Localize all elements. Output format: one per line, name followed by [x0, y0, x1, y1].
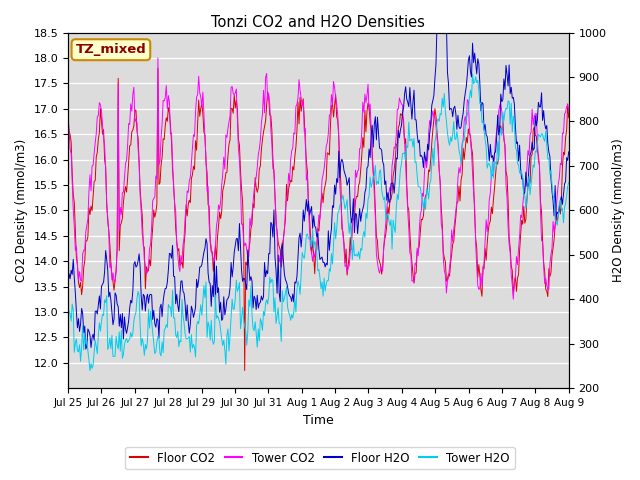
Floor CO2 [154, 65, 162, 71]
Floor H2O [276, 299, 284, 304]
Tower CO2 [64, 112, 72, 118]
Floor CO2 [434, 142, 442, 147]
Tower CO2 [509, 296, 517, 302]
Floor H2O [82, 346, 90, 352]
Tower H2O [565, 180, 573, 185]
Tower H2O [86, 368, 94, 373]
Tower CO2 [369, 170, 377, 176]
Text: TZ_mixed: TZ_mixed [76, 43, 147, 56]
Floor H2O [64, 283, 72, 288]
Floor CO2 [346, 235, 354, 240]
Tower CO2 [433, 135, 441, 141]
Tower H2O [276, 321, 284, 327]
X-axis label: Time: Time [303, 414, 333, 427]
Line: Floor H2O: Floor H2O [68, 24, 569, 349]
Floor CO2 [241, 368, 248, 373]
Floor H2O [433, 21, 441, 26]
Floor CO2 [221, 178, 228, 183]
Floor CO2 [565, 115, 573, 120]
Tower CO2 [221, 166, 228, 172]
Floor CO2 [521, 220, 529, 226]
Title: Tonzi CO2 and H2O Densities: Tonzi CO2 and H2O Densities [211, 15, 426, 30]
Floor H2O [565, 149, 573, 155]
Tower H2O [433, 119, 441, 125]
Floor CO2 [277, 264, 285, 270]
Y-axis label: CO2 Density (mmol/m3): CO2 Density (mmol/m3) [15, 139, 28, 282]
Floor H2O [521, 189, 529, 195]
Tower H2O [346, 230, 353, 236]
Tower CO2 [276, 252, 284, 258]
Floor CO2 [64, 120, 72, 125]
Line: Tower CO2: Tower CO2 [68, 58, 569, 299]
Floor H2O [346, 175, 353, 180]
Tower CO2 [346, 263, 353, 269]
Tower H2O [521, 193, 529, 199]
Tower CO2 [565, 108, 573, 113]
Tower CO2 [521, 184, 529, 190]
Line: Tower H2O: Tower H2O [68, 74, 569, 371]
Floor H2O [221, 312, 228, 318]
Floor CO2 [371, 180, 378, 186]
Tower H2O [64, 318, 72, 324]
Y-axis label: H2O Density (mmol/m3): H2O Density (mmol/m3) [612, 139, 625, 282]
Tower H2O [369, 173, 377, 179]
Legend: Floor CO2, Tower CO2, Floor H2O, Tower H2O: Floor CO2, Tower CO2, Floor H2O, Tower H… [125, 447, 515, 469]
Line: Floor CO2: Floor CO2 [68, 68, 569, 371]
Floor H2O [369, 144, 377, 150]
Floor H2O [434, 21, 442, 26]
Tower H2O [468, 71, 476, 77]
Tower H2O [221, 347, 228, 353]
Tower CO2 [154, 55, 162, 61]
